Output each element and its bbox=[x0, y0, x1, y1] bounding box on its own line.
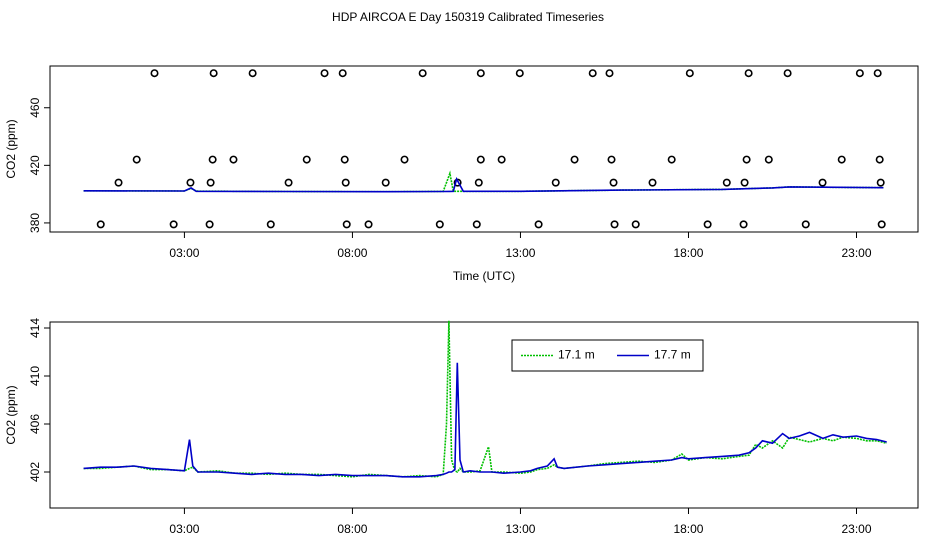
data-point bbox=[744, 69, 753, 78]
data-point bbox=[631, 220, 640, 229]
y-tick-label: 420 bbox=[28, 155, 42, 175]
data-point bbox=[284, 178, 293, 187]
data-point bbox=[703, 220, 712, 229]
y-tick-label: 406 bbox=[28, 414, 42, 434]
data-point bbox=[837, 155, 846, 164]
data-point bbox=[435, 220, 444, 229]
legend-label: 17.1 m bbox=[558, 348, 595, 362]
data-point bbox=[801, 220, 810, 229]
data-point bbox=[209, 69, 218, 78]
data-point bbox=[873, 69, 882, 78]
x-tick-label: 03:00 bbox=[169, 522, 199, 536]
y-tick-label: 380 bbox=[28, 213, 42, 233]
data-point bbox=[229, 155, 238, 164]
data-point bbox=[150, 69, 159, 78]
data-point bbox=[605, 69, 614, 78]
data-point bbox=[476, 155, 485, 164]
y-axis-label: CO2 (ppm) bbox=[4, 385, 18, 444]
data-point bbox=[169, 220, 178, 229]
data-point bbox=[400, 155, 409, 164]
data-point bbox=[609, 178, 618, 187]
data-point bbox=[497, 155, 506, 164]
y-tick-label: 460 bbox=[28, 97, 42, 117]
data-point bbox=[740, 178, 749, 187]
data-point bbox=[342, 220, 351, 229]
data-point bbox=[685, 69, 694, 78]
y-tick-label: 402 bbox=[28, 462, 42, 482]
data-point bbox=[132, 155, 141, 164]
chart-title: HDP AIRCOA E Day 150319 Calibrated Times… bbox=[332, 10, 604, 24]
data-point bbox=[551, 178, 560, 187]
x-tick-label: 13:00 bbox=[505, 522, 535, 536]
data-point bbox=[364, 220, 373, 229]
data-point bbox=[607, 155, 616, 164]
x-axis-label: Time (UTC) bbox=[453, 269, 515, 283]
data-point bbox=[381, 178, 390, 187]
x-tick-label: 18:00 bbox=[673, 522, 703, 536]
data-point bbox=[96, 220, 105, 229]
data-point bbox=[474, 178, 483, 187]
x-tick-label: 13:00 bbox=[505, 246, 535, 260]
data-point bbox=[588, 69, 597, 78]
data-point bbox=[208, 155, 217, 164]
data-point bbox=[418, 69, 427, 78]
data-point bbox=[610, 220, 619, 229]
plot-frame bbox=[49, 321, 919, 509]
x-tick-label: 03:00 bbox=[169, 246, 199, 260]
legend-label: 17.7 m bbox=[654, 348, 691, 362]
data-point bbox=[876, 178, 885, 187]
data-point bbox=[114, 178, 123, 187]
data-point bbox=[534, 220, 543, 229]
data-point bbox=[877, 220, 886, 229]
data-point bbox=[783, 69, 792, 78]
data-point bbox=[266, 220, 275, 229]
data-point bbox=[818, 178, 827, 187]
data-point bbox=[341, 178, 350, 187]
x-tick-label: 23:00 bbox=[841, 522, 871, 536]
data-point bbox=[875, 155, 884, 164]
y-tick-label: 410 bbox=[28, 366, 42, 386]
data-point bbox=[472, 220, 481, 229]
data-point bbox=[248, 69, 257, 78]
data-point bbox=[570, 155, 579, 164]
data-point bbox=[338, 69, 347, 78]
data-point bbox=[855, 69, 864, 78]
data-point bbox=[476, 69, 485, 78]
data-point bbox=[764, 155, 773, 164]
data-point bbox=[320, 69, 329, 78]
plot-frame bbox=[49, 65, 919, 233]
data-point bbox=[722, 178, 731, 187]
data-point bbox=[205, 220, 214, 229]
data-line bbox=[83, 320, 887, 478]
data-point bbox=[739, 220, 748, 229]
x-tick-label: 18:00 bbox=[673, 246, 703, 260]
data-point bbox=[340, 155, 349, 164]
data-point bbox=[186, 178, 195, 187]
x-tick-label: 23:00 bbox=[841, 246, 871, 260]
data-line bbox=[83, 362, 887, 478]
data-point bbox=[206, 178, 215, 187]
x-tick-label: 08:00 bbox=[337, 522, 367, 536]
data-point bbox=[742, 155, 751, 164]
data-point bbox=[302, 155, 311, 164]
y-tick-label: 414 bbox=[28, 318, 42, 338]
data-point bbox=[667, 155, 676, 164]
data-point bbox=[515, 69, 524, 78]
x-tick-label: 08:00 bbox=[337, 246, 367, 260]
data-point bbox=[648, 178, 657, 187]
data-line bbox=[83, 176, 884, 193]
y-axis-label: CO2 (ppm) bbox=[4, 119, 18, 178]
